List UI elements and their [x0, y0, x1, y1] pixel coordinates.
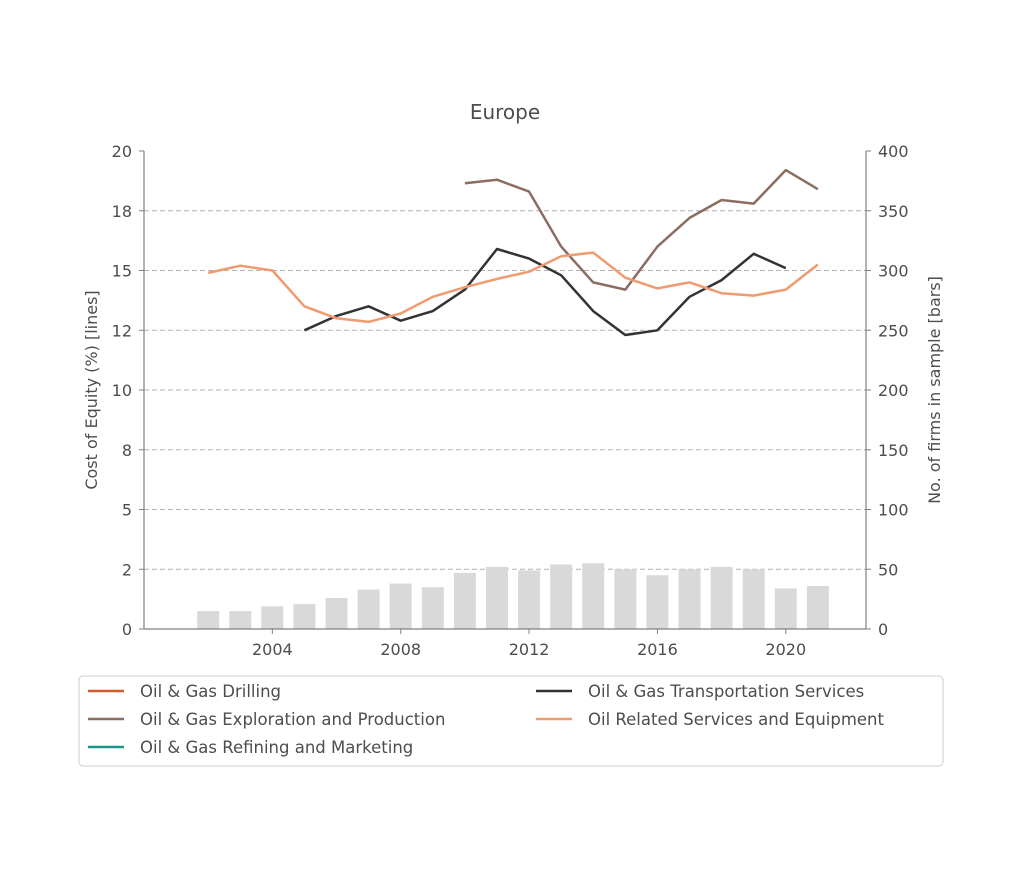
legend: Oil & Gas Drilling Oil & Gas Exploration … [78, 675, 944, 767]
bar [774, 588, 797, 629]
y-left-tick-label: 0 [122, 620, 132, 639]
legend-label: Oil & Gas Transportation Services [588, 682, 864, 701]
bar [293, 603, 316, 629]
y-right-tick-label: 0 [878, 620, 888, 639]
x-tick-label: 2008 [380, 640, 421, 659]
y-axis-left-title: Cost of Equity (%) [lines] [82, 290, 101, 489]
y-left-tick-label: 8 [122, 441, 132, 460]
bar [421, 587, 444, 629]
y-left-tick-label: 12 [112, 321, 132, 340]
x-tick-label: 2012 [509, 640, 550, 659]
lines-layer [207, 168, 819, 337]
bar [646, 575, 669, 629]
bar [742, 569, 765, 629]
bar [710, 566, 733, 629]
y-right-tick-label: 50 [878, 560, 898, 579]
legend-label: Oil Related Services and Equipment [588, 710, 885, 729]
y-left-tick-label: 10 [112, 381, 132, 400]
y-right-tick-label: 100 [878, 501, 909, 520]
series-line [207, 251, 819, 324]
legend-box [78, 675, 944, 767]
bars-layer [197, 563, 829, 629]
y-right-tick-label: 400 [878, 142, 909, 161]
bar [229, 611, 252, 629]
legend-label: Oil & Gas Drilling [140, 682, 281, 701]
chart-title: Europe [470, 100, 540, 124]
legend-label: Oil & Gas Exploration and Production [140, 710, 445, 729]
bar [806, 585, 829, 629]
bar [357, 589, 380, 629]
x-tick-label: 2016 [637, 640, 678, 659]
bar [485, 566, 508, 629]
bar [197, 611, 220, 629]
bar [453, 572, 476, 629]
bar [389, 583, 412, 629]
y-left-tick-label: 5 [122, 501, 132, 520]
y-right-tick-label: 200 [878, 381, 909, 400]
y-right-tick-label: 350 [878, 202, 909, 221]
y-right-tick-label: 250 [878, 321, 909, 340]
y-left-tick-label: 18 [112, 202, 132, 221]
tick-labels: 0258101215182005010015020025030035040020… [112, 142, 909, 659]
bar [261, 606, 284, 629]
series-line [464, 168, 819, 291]
grid-lines [144, 210, 866, 570]
axes-layer [139, 150, 871, 634]
bar [550, 564, 573, 629]
y-right-tick-label: 150 [878, 441, 909, 460]
y-left-tick-label: 2 [122, 560, 132, 579]
legend-label: Oil & Gas Refining and Marketing [140, 738, 413, 757]
x-tick-label: 2020 [765, 640, 806, 659]
bar [518, 570, 541, 629]
y-left-tick-label: 15 [112, 262, 132, 281]
bar [325, 597, 348, 629]
bar [678, 569, 701, 629]
y-left-tick-label: 20 [112, 142, 132, 161]
bar [582, 563, 605, 629]
y-right-tick-label: 300 [878, 262, 909, 281]
x-tick-label: 2004 [252, 640, 293, 659]
bar [614, 569, 637, 629]
y-axis-right-title: No. of firms in sample [bars] [925, 276, 944, 504]
